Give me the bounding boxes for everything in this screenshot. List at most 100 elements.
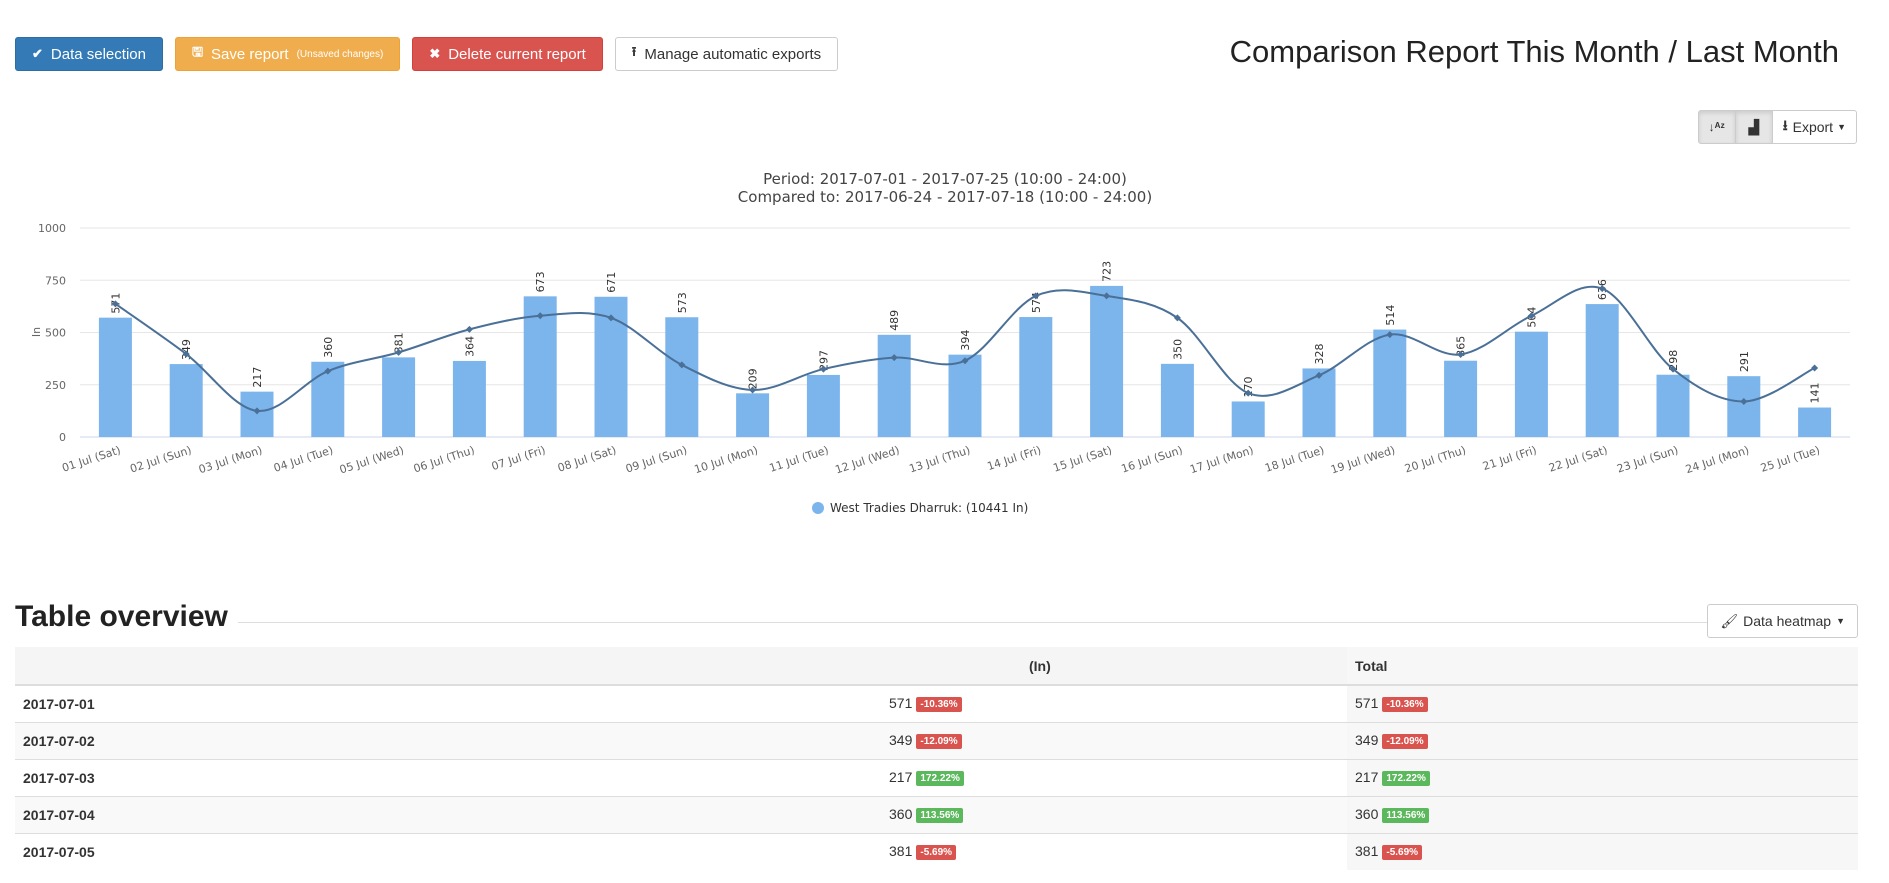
- line-point[interactable]: [1103, 292, 1111, 300]
- line-point[interactable]: [111, 300, 119, 308]
- bar[interactable]: [665, 317, 699, 437]
- legend[interactable]: West Tradies Dharruk: (10441 In): [812, 501, 1028, 515]
- line-point[interactable]: [1315, 371, 1323, 379]
- bar[interactable]: [1160, 363, 1194, 437]
- upload-icon: ⭱: [631, 44, 637, 59]
- row-value: 217: [889, 769, 913, 786]
- x-tick-label: 09 Jul (Sun): [624, 443, 689, 475]
- line-point[interactable]: [1811, 364, 1819, 372]
- y-tick-label: 750: [45, 274, 66, 287]
- x-tick-label: 22 Jul (Sat): [1547, 443, 1609, 474]
- bar[interactable]: [1373, 329, 1407, 437]
- bar[interactable]: [1798, 407, 1832, 437]
- row-total: 381: [1355, 843, 1379, 860]
- row-total-cell: 381 -5.69%: [1347, 832, 1858, 870]
- line-point[interactable]: [1173, 314, 1181, 322]
- comparison-chart: Period: 2017-07-01 - 2017-07-25 (10:00 -…: [30, 170, 1850, 515]
- bar[interactable]: [877, 334, 911, 437]
- row-value-cell: 360 113.56%: [449, 795, 1347, 833]
- bar-layer: 5713492173603813646736715732092974893945…: [98, 261, 1832, 437]
- line-point[interactable]: [819, 365, 827, 373]
- line-point[interactable]: [890, 354, 898, 362]
- delete-report-button[interactable]: ✖ Delete current report: [412, 37, 603, 71]
- bar[interactable]: [1656, 374, 1690, 437]
- line-point[interactable]: [1669, 365, 1677, 373]
- save-report-button[interactable]: 🖫 Save report (Unsaved changes): [174, 37, 401, 71]
- x-tick-label: 21 Jul (Fri): [1481, 443, 1538, 473]
- manage-exports-button[interactable]: ⭱ Manage automatic exports: [614, 37, 839, 71]
- sort-alpha-button[interactable]: ↓ᴬᶻ: [1697, 110, 1736, 144]
- bar[interactable]: [98, 317, 132, 437]
- bar[interactable]: [452, 360, 486, 437]
- line-point[interactable]: [1527, 312, 1535, 320]
- data-heatmap-button[interactable]: 🖌 Data heatmap ▼: [1707, 604, 1858, 638]
- bar-data-label: 291: [1738, 351, 1751, 372]
- bar-data-label: 217: [251, 367, 264, 388]
- chart-title: Period: 2017-07-01 - 2017-07-25 (10:00 -…: [763, 170, 1127, 188]
- x-tick-label: 11 Jul (Tue): [768, 443, 831, 474]
- data-selection-button[interactable]: ✔ Data selection: [15, 37, 163, 71]
- bar-chart-icon: ▟: [1748, 118, 1760, 135]
- total-column-header: Total: [1347, 647, 1858, 686]
- legend-marker: [812, 502, 824, 514]
- line-point[interactable]: [395, 348, 403, 356]
- bar-data-label: 209: [747, 368, 760, 389]
- bar[interactable]: [1231, 401, 1265, 437]
- bar[interactable]: [169, 364, 203, 437]
- row-date: 2017-07-01: [15, 684, 449, 722]
- bar-data-label: 673: [534, 271, 547, 292]
- x-tick-label: 06 Jul (Thu): [412, 443, 476, 475]
- date-column-header: [15, 647, 449, 686]
- y-tick-label: 250: [45, 379, 66, 392]
- line-point[interactable]: [678, 361, 686, 369]
- bar[interactable]: [1585, 304, 1619, 437]
- line-point[interactable]: [1032, 292, 1040, 300]
- line-point[interactable]: [253, 407, 261, 415]
- bar[interactable]: [1514, 331, 1548, 437]
- table-row: 2017-07-03 217 172.22% 217 172.22%: [15, 758, 1858, 796]
- x-tick-label: 02 Jul (Sun): [128, 443, 193, 475]
- line-point[interactable]: [749, 386, 757, 394]
- line-point[interactable]: [1386, 331, 1394, 339]
- table-row: 2017-07-02 349 -12.09% 349 -12.09%: [15, 721, 1858, 759]
- bar[interactable]: [736, 393, 770, 437]
- bar-data-label: 723: [1101, 261, 1114, 282]
- line-point[interactable]: [182, 350, 190, 358]
- report-title: Comparison Report This Month / Last Mont…: [1229, 34, 1839, 69]
- grid-layer: 0 250 500 750 1000: [38, 222, 1850, 444]
- table-header-row: (In) Total: [15, 647, 1858, 686]
- line-point[interactable]: [536, 312, 544, 320]
- line-point[interactable]: [1598, 285, 1606, 293]
- bar-data-label: 394: [959, 330, 972, 351]
- row-value: 381: [889, 843, 913, 860]
- export-dropdown-button[interactable]: ⭳ Export ▼: [1771, 110, 1857, 144]
- sort-alpha-icon: ↓ᴬᶻ: [1708, 120, 1725, 134]
- caret-down-icon: ▼: [1837, 122, 1846, 132]
- x-tick-label: 07 Jul (Fri): [490, 443, 547, 473]
- line-point[interactable]: [1740, 397, 1748, 405]
- line-point[interactable]: [465, 325, 473, 333]
- bar[interactable]: [523, 296, 557, 437]
- bar[interactable]: [1090, 285, 1124, 437]
- change-badge: -10.36%: [916, 697, 962, 713]
- caret-down-icon: ▼: [1836, 616, 1845, 626]
- row-total: 349: [1355, 732, 1379, 749]
- row-total-cell: 349 -12.09%: [1347, 721, 1858, 759]
- bar[interactable]: [1727, 376, 1761, 437]
- line-point[interactable]: [961, 357, 969, 365]
- bar[interactable]: [1444, 360, 1478, 437]
- line-point[interactable]: [324, 367, 332, 375]
- line-point[interactable]: [607, 314, 615, 322]
- bar[interactable]: [382, 357, 416, 437]
- row-total: 571: [1355, 695, 1379, 712]
- bar[interactable]: [1019, 317, 1053, 437]
- line-point[interactable]: [1457, 350, 1465, 358]
- line-point[interactable]: [1244, 389, 1252, 397]
- row-date: 2017-07-03: [15, 758, 449, 796]
- bar[interactable]: [948, 354, 982, 437]
- chart-subtitle: Compared to: 2017-06-24 - 2017-07-18 (10…: [738, 188, 1152, 206]
- bar-chart-toggle-button[interactable]: ▟: [1734, 110, 1773, 144]
- bar[interactable]: [806, 374, 840, 437]
- row-total-cell: 571 -10.36%: [1347, 684, 1858, 722]
- y-tick-label: 1000: [38, 222, 66, 235]
